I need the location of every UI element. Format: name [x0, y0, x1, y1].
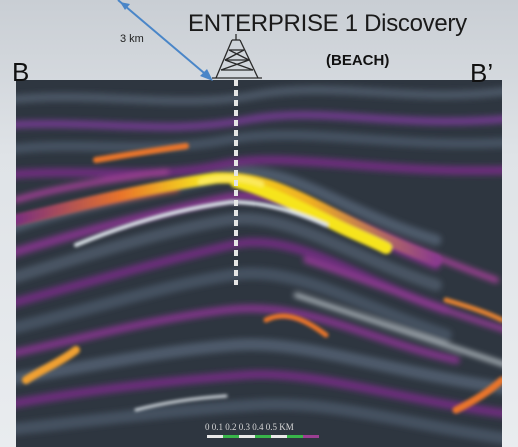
- seismic-section: [16, 80, 502, 447]
- scale-bar-segments: [207, 435, 319, 438]
- page-subtitle: (BEACH): [326, 52, 390, 69]
- scale-bar: 0 0.1 0.2 0.3 0.4 0.5 KM: [205, 422, 345, 446]
- scale-label: 0 0.1 0.2 0.3 0.4 0.5 KM: [205, 422, 294, 432]
- seismic-image: [16, 80, 502, 447]
- distance-arrow: [117, 0, 211, 79]
- section-marker-right: B’: [470, 58, 494, 88]
- page-title: ENTERPRISE 1 Discovery: [188, 10, 467, 37]
- section-marker-left: B: [12, 57, 30, 87]
- distance-label: 3 km: [120, 33, 144, 45]
- drilling-rig-icon: [212, 34, 262, 79]
